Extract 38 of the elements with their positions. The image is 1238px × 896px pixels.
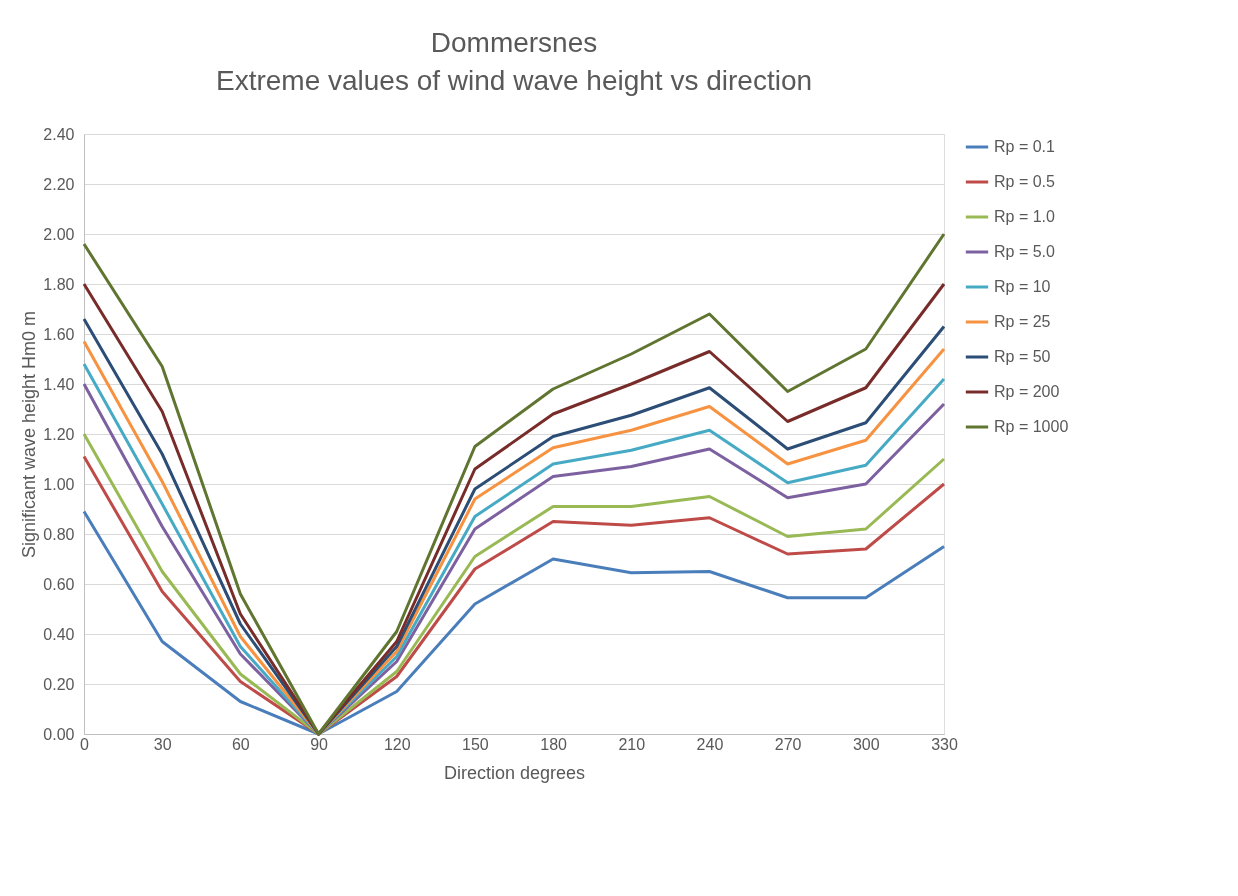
x-tick-label: 330	[931, 735, 958, 753]
x-tick-label: 300	[852, 735, 880, 753]
y-tick-label: 1.40	[43, 375, 75, 393]
y-tick-label: 1.60	[43, 325, 75, 343]
legend-label: Rp = 0.5	[994, 173, 1056, 190]
y-tick-label: 0.40	[43, 625, 75, 643]
x-tick-label: 120	[383, 735, 411, 753]
y-tick-label: 0.00	[43, 725, 75, 743]
y-tick-label: 1.00	[43, 475, 75, 493]
y-tick-label: 1.20	[43, 425, 75, 443]
x-axis-title: Direction degrees	[443, 762, 586, 783]
x-tick-label: 0	[80, 735, 90, 753]
x-tick-label: 210	[618, 735, 646, 753]
y-tick-label: 0.60	[43, 575, 75, 593]
x-tick-label: 90	[310, 735, 329, 753]
y-tick-label: 2.00	[43, 225, 75, 243]
y-tick-label: 0.80	[43, 525, 75, 543]
legend-label: Rp = 0.1	[994, 138, 1056, 155]
y-axis-title: Significant wave height Hm0 m	[19, 310, 40, 559]
legend-label: Rp = 200	[994, 383, 1060, 400]
x-tick-label: 150	[462, 735, 489, 753]
legend-label: Rp = 10	[994, 278, 1051, 295]
y-tick-label: 2.40	[43, 125, 75, 143]
legend-label: Rp = 1000	[994, 418, 1069, 435]
legend-label: Rp = 50	[994, 348, 1051, 365]
x-tick-label: 60	[231, 735, 250, 753]
legend-label: Rp = 25	[994, 313, 1051, 330]
y-tick-label: 1.80	[43, 275, 75, 293]
x-tick-label: 240	[696, 735, 724, 753]
legend-label: Rp = 1.0	[994, 208, 1056, 225]
legend-label: Rp = 5.0	[994, 243, 1056, 260]
x-tick-label: 270	[774, 735, 802, 753]
y-tick-label: 0.20	[43, 675, 75, 693]
y-tick-label: 2.20	[43, 175, 75, 193]
x-tick-label: 30	[153, 735, 172, 753]
chart-title: Dommersnes	[430, 27, 598, 58]
chart-subtitle: Extreme values of wind wave height vs direction	[215, 65, 813, 96]
x-tick-label: 180	[540, 735, 568, 753]
